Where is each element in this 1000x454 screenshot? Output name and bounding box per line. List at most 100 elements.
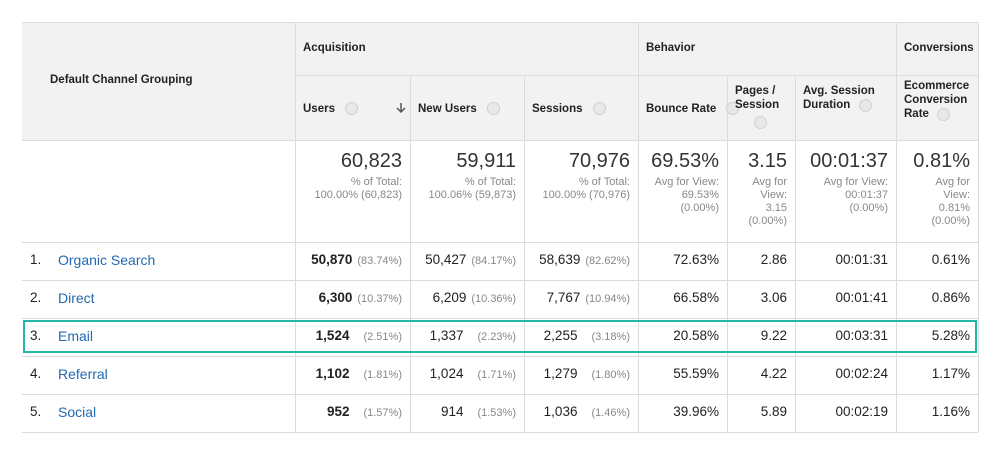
- row-border: [22, 432, 978, 433]
- metric-cell: 952 (1.57%): [327, 404, 402, 419]
- metric-value: 914: [440, 404, 464, 419]
- metric-value: 20.58%: [673, 328, 719, 343]
- row-border: [22, 394, 978, 395]
- metric-value: 1,524: [315, 328, 350, 343]
- total-note: View:: [943, 189, 970, 201]
- metric-cell: 72.63%: [673, 252, 719, 267]
- total-value: 3.15: [748, 150, 787, 172]
- column-border: [795, 75, 796, 432]
- metric-cell: 5.28%: [932, 328, 970, 343]
- column-header[interactable]: Users: [303, 103, 335, 115]
- group-header: Conversions: [904, 42, 974, 54]
- metric-percent: (82.62%): [585, 255, 630, 267]
- row-border: [22, 242, 978, 243]
- metric-percent: (10.37%): [357, 293, 402, 305]
- metric-value: 50,870: [311, 252, 353, 267]
- metric-percent: (1.57%): [363, 407, 402, 419]
- help-icon[interactable]: [858, 99, 872, 112]
- help-icon[interactable]: [754, 116, 767, 129]
- metric-cell: 6,209 (10.36%): [433, 290, 516, 305]
- metric-cell: 66.58%: [673, 290, 719, 305]
- metric-cell: 39.96%: [673, 404, 719, 419]
- metric-value: 55.59%: [673, 366, 719, 381]
- total-value: 70,976: [568, 150, 630, 172]
- row-rank: 5.: [30, 404, 42, 419]
- total-note: Avg for: [752, 176, 787, 188]
- total-note: (0.00%): [849, 202, 888, 214]
- metric-value: 1,024: [429, 366, 464, 381]
- metric-value: 00:03:31: [835, 328, 888, 343]
- metric-cell: 00:02:19: [835, 404, 888, 419]
- total-note: % of Total:: [350, 176, 402, 188]
- total-value: 60,823: [340, 150, 402, 172]
- metric-value: 1,102: [315, 366, 350, 381]
- metric-cell: 1,337 (2.23%): [430, 328, 516, 343]
- metric-cell: 1,524 (2.51%): [316, 328, 402, 343]
- channel-link[interactable]: Referral: [58, 366, 108, 382]
- row-rank: 3.: [30, 328, 42, 343]
- metric-value: 7,767: [546, 290, 581, 305]
- channel-link[interactable]: Direct: [58, 290, 95, 306]
- row-border: [22, 318, 978, 319]
- help-icon[interactable]: [726, 102, 739, 115]
- metric-cell: 00:02:24: [835, 366, 888, 381]
- column-header[interactable]: New Users: [418, 103, 477, 115]
- sort-arrow[interactable]: [395, 102, 407, 114]
- metric-value: 952: [326, 404, 350, 419]
- metric-value: 6,300: [318, 290, 353, 305]
- total-note: 00:01:37: [845, 189, 888, 201]
- help-icon[interactable]: [345, 102, 358, 115]
- channel-link[interactable]: Email: [58, 328, 94, 344]
- help-icon[interactable]: [487, 102, 500, 115]
- column-header[interactable]: Ecommerce: [904, 80, 970, 92]
- column-header[interactable]: Pages /: [735, 85, 776, 97]
- metric-value: 0.86%: [931, 290, 970, 305]
- column-header[interactable]: Rate: [904, 108, 929, 120]
- row-rank: 4.: [30, 366, 42, 381]
- header-background: [22, 22, 978, 140]
- total-value: 00:01:37: [810, 150, 888, 172]
- column-header[interactable]: Bounce Rate: [646, 103, 717, 115]
- total-note: View:: [760, 189, 787, 201]
- metric-cell: 5.89: [761, 404, 787, 419]
- help-icon[interactable]: [937, 108, 950, 121]
- row-highlight: [23, 320, 977, 353]
- total-note: Avg for View:: [823, 176, 888, 188]
- column-header[interactable]: Duration: [803, 99, 851, 111]
- column-header[interactable]: Session: [735, 99, 780, 111]
- metric-percent: (1.53%): [477, 407, 516, 419]
- metric-value: 1,337: [429, 328, 464, 343]
- metric-value: 3.06: [760, 290, 787, 305]
- column-header[interactable]: Sessions: [532, 103, 583, 115]
- metric-cell: 1,279 (1.80%): [544, 366, 630, 381]
- column-border: [410, 75, 411, 432]
- column-header[interactable]: Avg. Session: [803, 85, 875, 97]
- total-note: 0.81%: [938, 202, 970, 214]
- row-border: [22, 22, 978, 23]
- metric-cell: 1,102 (1.81%): [316, 366, 402, 381]
- metric-percent: (84.17%): [471, 255, 516, 267]
- total-value: 0.81%: [913, 150, 970, 172]
- metric-cell: 00:01:41: [835, 290, 888, 305]
- channel-link[interactable]: Organic Search: [58, 252, 156, 268]
- metric-value: 00:01:41: [835, 290, 888, 305]
- metric-value: 0.61%: [931, 252, 970, 267]
- group-header: Behavior: [646, 42, 696, 54]
- total-note: 100.00% (60,823): [314, 189, 402, 201]
- metric-cell: 50,427 (84.17%): [425, 252, 516, 267]
- metric-value: 6,209: [432, 290, 467, 305]
- dimension-header: Default Channel Grouping: [50, 74, 193, 86]
- metric-percent: (83.74%): [357, 255, 402, 267]
- column-header[interactable]: Conversion: [904, 94, 968, 106]
- metric-cell: 50,870 (83.74%): [311, 252, 402, 267]
- row-border: [295, 75, 978, 76]
- channel-link[interactable]: Social: [58, 404, 97, 420]
- total-note: Avg for View:: [654, 176, 719, 188]
- metric-value: 1,279: [543, 366, 578, 381]
- metric-value: 5.28%: [931, 328, 970, 343]
- column-border: [524, 75, 525, 432]
- metric-cell: 20.58%: [673, 328, 719, 343]
- metric-value: 00:02:24: [835, 366, 888, 381]
- help-icon[interactable]: [593, 102, 606, 115]
- metric-percent: (1.81%): [363, 369, 402, 381]
